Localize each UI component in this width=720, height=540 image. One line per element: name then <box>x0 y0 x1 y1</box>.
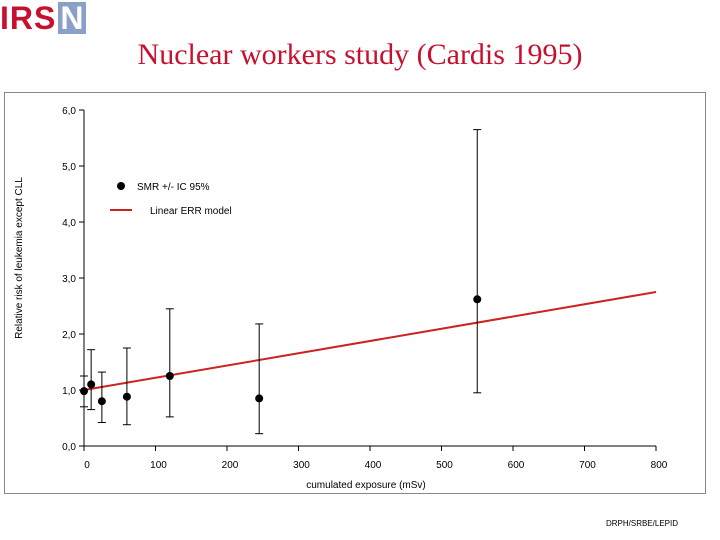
x-tick-label: 600 <box>508 460 525 471</box>
x-tick-label: 700 <box>579 460 596 471</box>
y-tick-label: 2,0 <box>62 330 76 341</box>
x-tick-label: 500 <box>436 460 453 471</box>
logo-box-text: N <box>58 0 87 36</box>
footer-credit: DRPH/SRBE/LEPID <box>605 519 678 528</box>
data-point <box>473 295 482 304</box>
legend-label: Linear ERR model <box>150 206 232 217</box>
legend-marker <box>117 182 125 190</box>
y-tick-label: 5,0 <box>62 162 76 173</box>
x-tick-label: 200 <box>222 460 239 471</box>
x-tick-label: 800 <box>651 460 668 471</box>
data-point <box>165 372 174 380</box>
legend-box <box>106 170 266 220</box>
data-point <box>122 392 131 401</box>
x-tick-label: 400 <box>365 460 382 471</box>
data-point <box>80 387 88 396</box>
data-point <box>87 380 96 389</box>
legend-label: SMR +/- IC 95% <box>137 182 210 193</box>
y-tick-label: 3,0 <box>62 274 76 285</box>
logo-text: IRS <box>0 0 57 36</box>
linear-err-model-line <box>83 291 657 391</box>
y-axis-label: Relative risk of leukemia except CLL <box>14 177 25 339</box>
y-tick-label: 4,0 <box>62 218 76 229</box>
data-point <box>255 394 264 403</box>
y-tick-label: 0,0 <box>62 442 76 453</box>
y-tick-label: 6,0 <box>62 106 76 117</box>
data-point <box>97 397 106 406</box>
x-tick-label: 300 <box>293 460 310 471</box>
plot-frame <box>4 92 706 494</box>
irsn-logo: IRS N <box>0 0 87 36</box>
x-tick-label: 100 <box>150 460 167 471</box>
chart-title: Nuclear workers study (Cardis 1995) <box>137 38 583 71</box>
x-axis-label: cumulated exposure (mSv) <box>306 480 426 491</box>
x-tick-label: 0 <box>84 460 90 471</box>
y-tick-label: 1,0 <box>62 386 76 397</box>
